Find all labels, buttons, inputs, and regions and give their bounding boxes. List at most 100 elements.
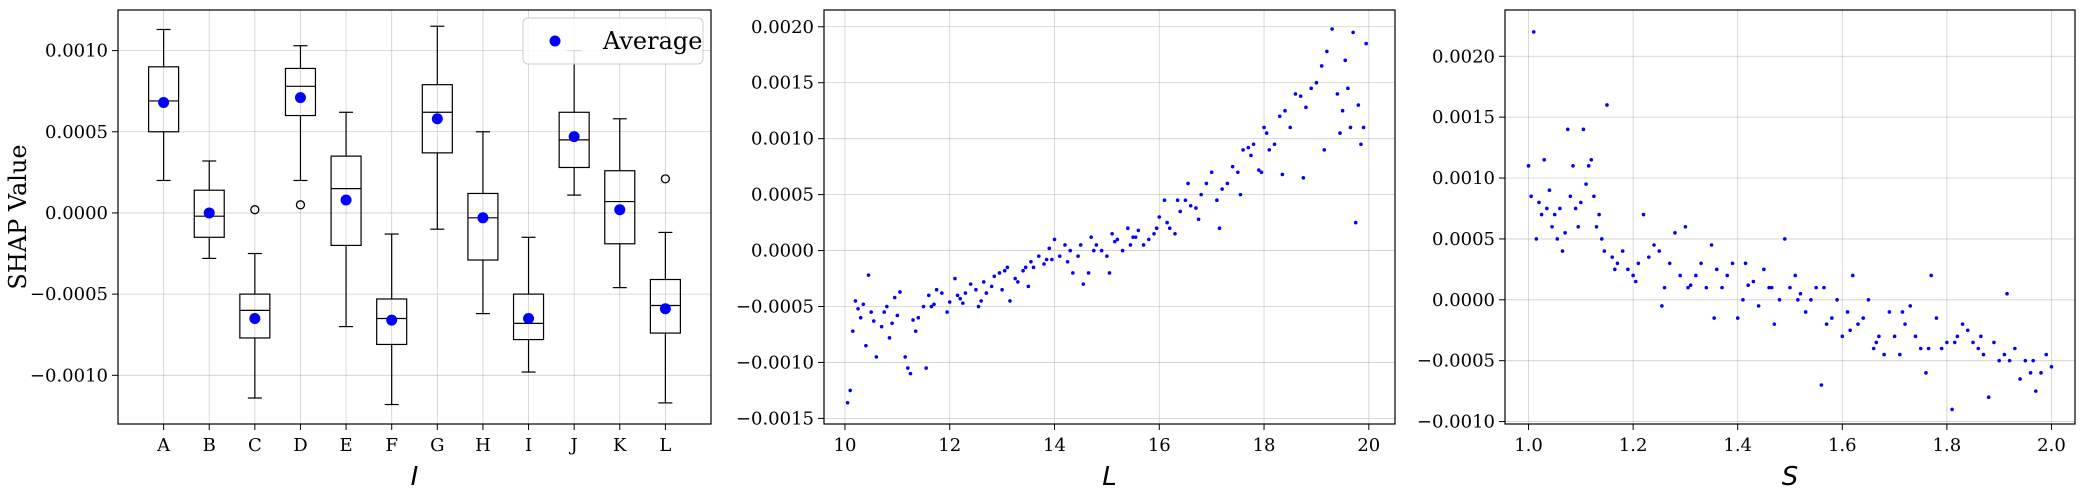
scatter-point [1225, 181, 1230, 186]
scatter-point [916, 315, 921, 320]
scatter-point [1220, 187, 1224, 191]
scatter-point [1351, 30, 1355, 35]
x-tick-label: H [475, 435, 491, 456]
scatter-point [1338, 131, 1342, 135]
y-tick-label: 0.0020 [1432, 46, 1495, 67]
scatter-point [1887, 310, 1892, 314]
scatter-point [1809, 298, 1813, 302]
scatter-point [1078, 243, 1083, 247]
scatter-point [1136, 228, 1141, 233]
y-tick-label: −0.0005 [736, 297, 814, 318]
scatter-point [1683, 224, 1688, 229]
scatter-point [976, 304, 981, 309]
scatter-point [1076, 254, 1080, 258]
x-tick-label: A [156, 435, 171, 456]
scatter-point [1178, 209, 1183, 214]
scatter-point [1694, 273, 1698, 278]
scatter-point [1356, 103, 1361, 107]
y-tick-label: 0.0005 [751, 185, 814, 206]
scatter-point [1173, 231, 1177, 236]
scatter-point [997, 271, 1002, 275]
x-tick-label: 10 [834, 435, 857, 456]
scatter-point [1986, 395, 1991, 400]
scatter-point [1908, 304, 1913, 308]
box-iqr [376, 298, 408, 346]
scatter-point [864, 343, 868, 348]
scatter-point [1099, 248, 1104, 253]
scatter-point [1720, 285, 1724, 290]
scatter-point [1236, 170, 1240, 175]
scatter-point [1183, 198, 1188, 203]
scatter-point [853, 299, 858, 303]
scatter-point [1188, 204, 1193, 208]
scatter-point [934, 287, 939, 292]
scatter-point [898, 290, 902, 294]
scatter-point [1699, 261, 1703, 266]
scatter-point [908, 371, 913, 376]
scatter-point [1926, 346, 1931, 351]
scatter-point [1196, 217, 1201, 222]
box-flier [250, 205, 260, 215]
scatter-point [892, 295, 897, 300]
x-tick-label: J [569, 435, 578, 456]
scatter-point [1304, 105, 1308, 110]
scatter-point [1550, 224, 1554, 229]
box-mean-marker [249, 312, 261, 324]
x-tick-label: K [613, 435, 627, 456]
scatter-point [1217, 226, 1222, 230]
box-iqr [239, 293, 271, 339]
scatter-point [895, 313, 900, 318]
scatter-point [1558, 206, 1562, 211]
scatter-point [1199, 192, 1203, 197]
scatter-point [1005, 265, 1010, 270]
scatter-point [1031, 265, 1036, 270]
scatter-point [1571, 164, 1575, 168]
box-iqr [193, 189, 225, 238]
x-tick-label: L [659, 435, 671, 456]
scatter-point [1576, 224, 1581, 229]
scatter-point [1709, 243, 1714, 247]
box-flier [660, 174, 671, 184]
scatter-point [1686, 285, 1690, 290]
scatter-point [866, 273, 871, 277]
scatter-point [856, 306, 860, 311]
scatter-point [1704, 285, 1709, 290]
scatter-point [1725, 273, 1730, 278]
scatter-point [1283, 108, 1287, 113]
scatter-point [1660, 304, 1664, 308]
scatter-point [955, 293, 960, 298]
y-tick-label: 0.0005 [1432, 229, 1495, 250]
axes-frame [823, 9, 1396, 425]
scatter-point [845, 400, 850, 405]
scatter-point [1892, 334, 1897, 339]
scatter-point [1579, 200, 1583, 205]
scatter-point [1605, 103, 1609, 107]
scatter-point [2031, 358, 2035, 363]
scatter-point [1563, 231, 1567, 235]
scatter-point [1751, 279, 1756, 284]
scatter-point [1793, 273, 1798, 278]
scatter-point [1934, 316, 1939, 320]
scatter-point [1979, 334, 1983, 339]
y-tick-label: 0.0005 [45, 122, 108, 143]
box-iqr [148, 66, 180, 133]
scatter-point [1267, 148, 1272, 152]
y-tick-label: −0.0015 [736, 408, 814, 429]
scatter-point [1131, 235, 1135, 239]
x-tick-label: 14 [1043, 435, 1066, 456]
scatter-point [1602, 249, 1607, 253]
scatter-point [879, 324, 884, 329]
scatter-point [1120, 248, 1125, 253]
scatter-point [1081, 282, 1086, 286]
scatter-point [1165, 220, 1169, 225]
scatter-point [2013, 346, 2017, 351]
scatter-point [1918, 346, 1923, 351]
scatter-point [1186, 181, 1190, 186]
box-mean-marker [614, 204, 626, 216]
scatter-point [1803, 310, 1808, 314]
scatter-point [1013, 276, 1018, 281]
box-iqr [467, 192, 499, 261]
scatter-point [1047, 246, 1052, 251]
scatter-point [869, 310, 873, 314]
